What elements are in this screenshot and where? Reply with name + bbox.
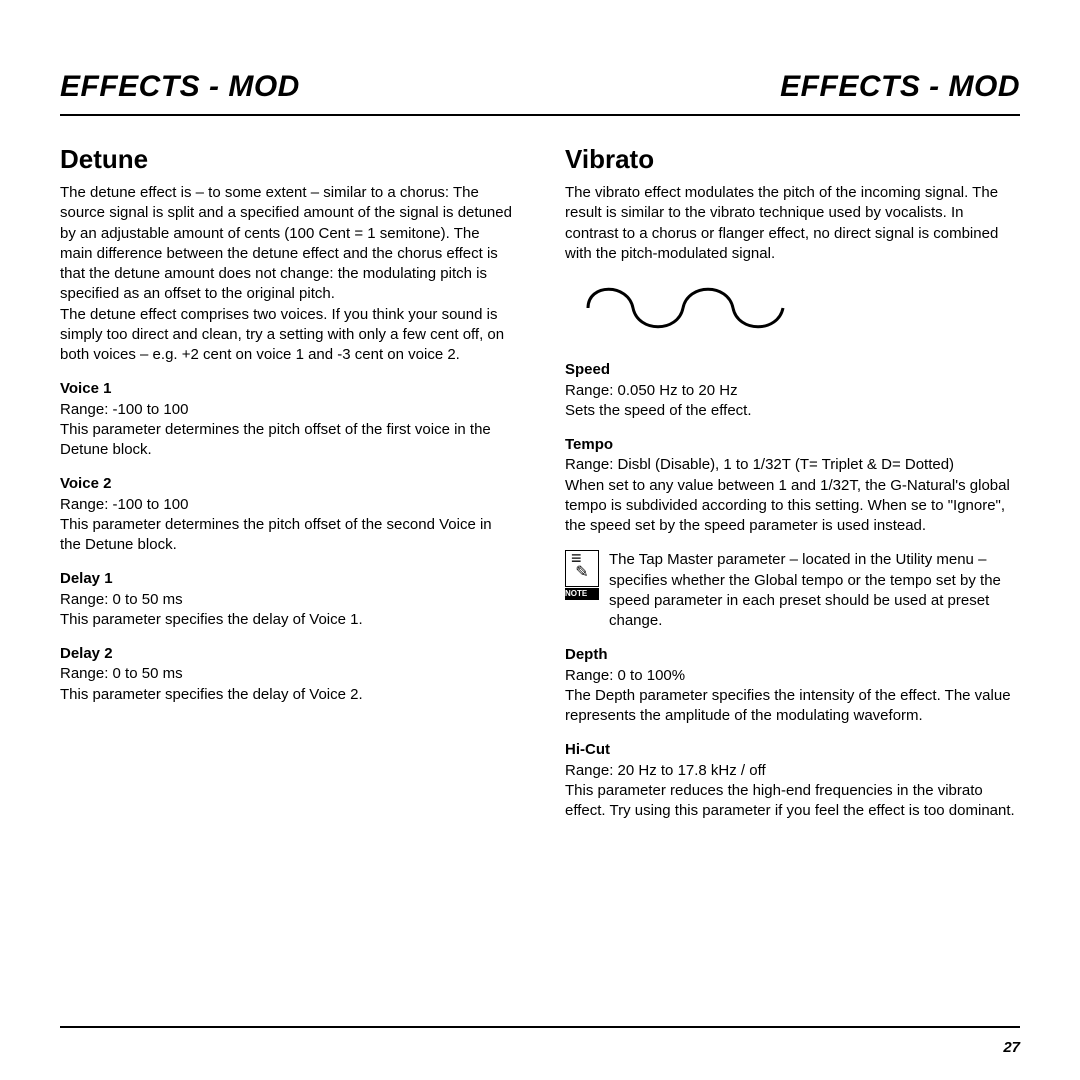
param-desc: This parameter specifies the delay of Vo… (60, 610, 515, 630)
param-desc: When set to any value between 1 and 1/32… (565, 476, 1020, 537)
vibrato-intro: The vibrato effect modulates the pitch o… (565, 183, 1020, 264)
note-text: The Tap Master parameter – located in th… (609, 550, 1020, 631)
note-icon: ≡ ✎ NOTE (565, 550, 599, 600)
page: EFFECTS - MOD EFFECTS - MOD Detune The d… (0, 0, 1080, 1080)
note-callout: ≡ ✎ NOTE The Tap Master parameter – loca… (565, 550, 1020, 631)
param-delay1: Delay 1 Range: 0 to 50 ms This parameter… (60, 569, 515, 630)
param-range: Range: 0 to 50 ms (60, 664, 515, 684)
param-name: Tempo (565, 435, 1020, 455)
left-column: Detune The detune effect is – to some ex… (60, 142, 515, 835)
note-label: NOTE (565, 588, 599, 601)
param-range: Range: 0.050 Hz to 20 Hz (565, 381, 1020, 401)
param-desc: The Depth parameter specifies the intens… (565, 686, 1020, 727)
detune-intro: The detune effect is – to some extent – … (60, 183, 515, 365)
param-name: Delay 1 (60, 569, 515, 589)
param-name: Voice 1 (60, 379, 515, 399)
param-desc: This parameter specifies the delay of Vo… (60, 685, 515, 705)
param-range: Range: 0 to 50 ms (60, 590, 515, 610)
param-range: Range: Disbl (Disable), 1 to 1/32T (T= T… (565, 455, 1020, 475)
vibrato-wave-icon (583, 278, 1020, 344)
header-right: EFFECTS - MOD (780, 70, 1020, 104)
param-range: Range: -100 to 100 (60, 400, 515, 420)
param-range: Range: 20 Hz to 17.8 kHz / off (565, 761, 1020, 781)
columns: Detune The detune effect is – to some ex… (60, 142, 1020, 835)
running-headers: EFFECTS - MOD EFFECTS - MOD (60, 70, 1020, 104)
footer-rule (60, 1026, 1020, 1028)
param-voice1: Voice 1 Range: -100 to 100 This paramete… (60, 379, 515, 460)
param-tempo: Tempo Range: Disbl (Disable), 1 to 1/32T… (565, 435, 1020, 536)
right-column: Vibrato The vibrato effect modulates the… (565, 142, 1020, 835)
detune-title: Detune (60, 142, 515, 177)
param-name: Depth (565, 645, 1020, 665)
param-name: Voice 2 (60, 474, 515, 494)
wave-path (588, 289, 783, 327)
page-number: 27 (1003, 1039, 1020, 1056)
param-hicut: Hi-Cut Range: 20 Hz to 17.8 kHz / off Th… (565, 740, 1020, 821)
param-delay2: Delay 2 Range: 0 to 50 ms This parameter… (60, 644, 515, 705)
param-range: Range: -100 to 100 (60, 495, 515, 515)
param-name: Hi-Cut (565, 740, 1020, 760)
param-range: Range: 0 to 100% (565, 666, 1020, 686)
wave-svg (583, 278, 803, 338)
param-speed: Speed Range: 0.050 Hz to 20 Hz Sets the … (565, 360, 1020, 421)
header-left: EFFECTS - MOD (60, 70, 300, 104)
param-name: Delay 2 (60, 644, 515, 664)
param-depth: Depth Range: 0 to 100% The Depth paramet… (565, 645, 1020, 726)
param-desc: This parameter determines the pitch offs… (60, 515, 515, 556)
vibrato-title: Vibrato (565, 142, 1020, 177)
param-desc: This parameter determines the pitch offs… (60, 420, 515, 461)
param-desc: This parameter reduces the high-end freq… (565, 781, 1020, 822)
param-voice2: Voice 2 Range: -100 to 100 This paramete… (60, 474, 515, 555)
param-desc: Sets the speed of the effect. (565, 401, 1020, 421)
header-rule (60, 114, 1020, 116)
param-name: Speed (565, 360, 1020, 380)
